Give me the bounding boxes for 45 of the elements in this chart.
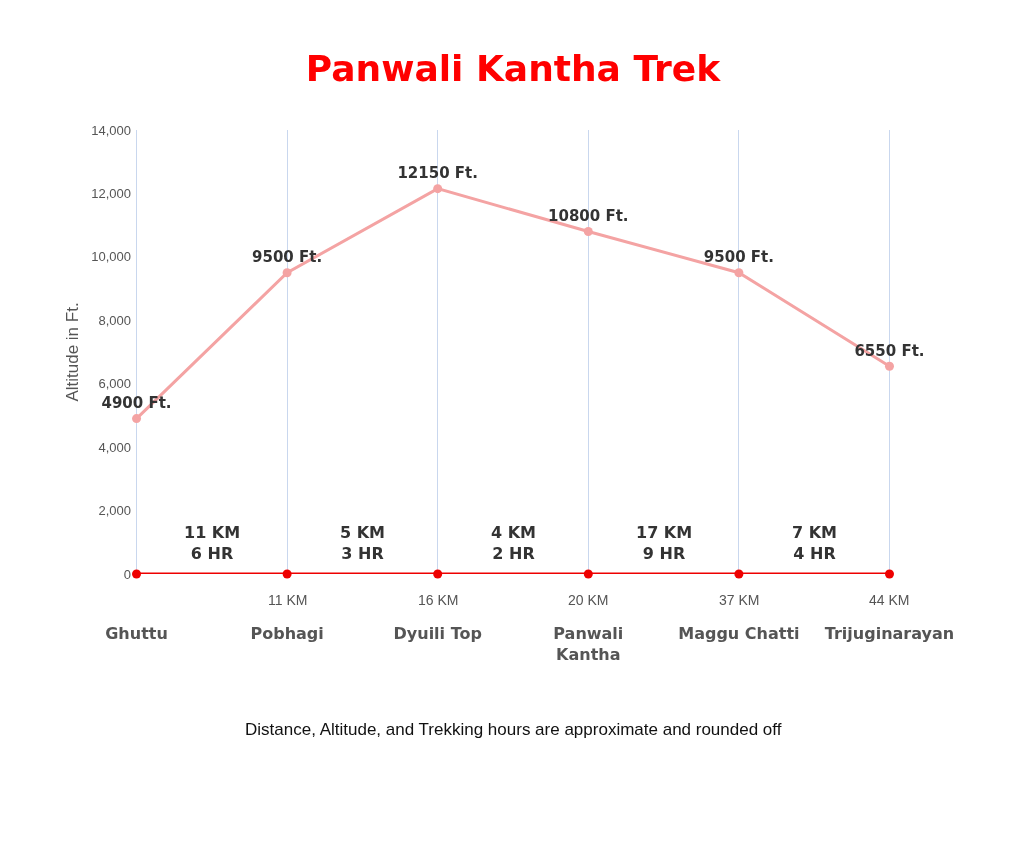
data-label: 9500 Ft. [252, 248, 323, 267]
x-tick-label: Trijuginarayan [824, 624, 955, 643]
y-tick-label: 14,000 [91, 122, 131, 138]
point [433, 184, 443, 194]
annotation: 17 KM 9 HR [636, 523, 693, 563]
y-tick-label: 6,000 [98, 376, 131, 392]
point [282, 268, 292, 278]
y-axis-title: Altitude in Ft. [62, 302, 82, 402]
text: 11 KM [268, 592, 308, 608]
text: Distance, Altitude, and Trekking hours are approximate and rounded off [245, 720, 782, 739]
annotation: 7 KM 4 HR [792, 523, 838, 563]
text: 44 KM [869, 592, 910, 608]
text: 37 KM [719, 592, 760, 608]
point [734, 569, 744, 579]
point [132, 414, 142, 424]
text: 20 KM [568, 592, 609, 608]
annotation: 4 KM 2 HR [491, 523, 537, 563]
point [734, 268, 744, 278]
y-tick-label: 12,000 [91, 185, 131, 201]
data-label: 12150 Ft. [397, 164, 478, 183]
data-label: 6550 Ft. [854, 341, 925, 360]
point [433, 569, 443, 579]
point [132, 569, 142, 579]
x-tick-label: Dyuili Top [393, 624, 482, 643]
point [282, 569, 292, 579]
y-tick-label: 2,000 [98, 503, 131, 519]
chart-title: Panwali Kantha Trek [305, 47, 722, 89]
point [884, 361, 894, 371]
x-tick-label: Pobhagi [250, 624, 324, 643]
data-label: 10800 Ft. [548, 207, 629, 226]
annotation: 11 KM 6 HR [184, 523, 241, 563]
point [583, 226, 593, 236]
data-label: 4900 Ft. [101, 394, 172, 413]
x-tick-label: Maggu Chatti [678, 624, 800, 643]
point [583, 569, 593, 579]
x-tick-label: Ghuttu [105, 624, 168, 643]
point [884, 569, 894, 579]
y-tick-label: 0 [123, 566, 131, 582]
data-label: 9500 Ft. [703, 248, 774, 267]
text: 16 KM [418, 592, 459, 608]
y-tick-label: 10,000 [91, 249, 131, 265]
x-tick-label: Panwali Kantha [553, 624, 624, 664]
y-tick-label: 8,000 [98, 312, 131, 328]
annotation: 5 KM 3 HR [340, 523, 386, 563]
y-tick-label: 4,000 [98, 439, 131, 455]
